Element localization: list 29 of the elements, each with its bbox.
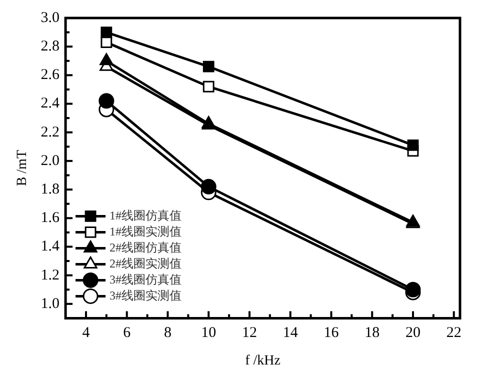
y-tick-label: 1.6	[40, 210, 60, 226]
y-tick-label: 2.8	[40, 38, 60, 55]
y-tick-label: 1.8	[40, 181, 60, 198]
y-tick-label: 3.0	[40, 10, 60, 26]
legend-label: 3#线圈实测值	[110, 288, 182, 302]
x-tick-label: 18	[364, 325, 380, 342]
x-tick-label: 10	[201, 325, 216, 342]
y-axis-title: B /mT	[15, 150, 30, 186]
legend-label: 2#线圈实测值	[110, 256, 182, 270]
x-tick-label: 16	[324, 325, 340, 342]
x-axis-title: f /kHz	[245, 353, 280, 368]
y-tick-label: 1.4	[40, 238, 60, 255]
legend-label: 1#线圈仿真值	[110, 208, 182, 222]
y-tick-label: 2.0	[40, 152, 60, 169]
y-tick-label: 1.2	[40, 267, 60, 284]
x-tick-label: 12	[242, 325, 257, 342]
y-tick-label: 2.2	[40, 124, 60, 140]
x-tick-label: 4	[82, 325, 90, 342]
legend-label: 2#线圈仿真值	[110, 240, 182, 254]
y-tick-label: 2.4	[40, 96, 60, 112]
x-tick-label: 20	[405, 325, 420, 342]
x-tick-label: 22	[446, 325, 462, 342]
x-tick-label: 6	[123, 325, 132, 342]
x-tick-label: 14	[282, 325, 298, 342]
x-tick-label: 8	[164, 325, 172, 342]
y-tick-label: 2.6	[40, 67, 60, 84]
y-tick-label: 1.0	[40, 296, 60, 312]
legend-label: 1#线圈实测值	[110, 224, 182, 238]
legend-label: 3#线圈仿真值	[110, 272, 182, 286]
